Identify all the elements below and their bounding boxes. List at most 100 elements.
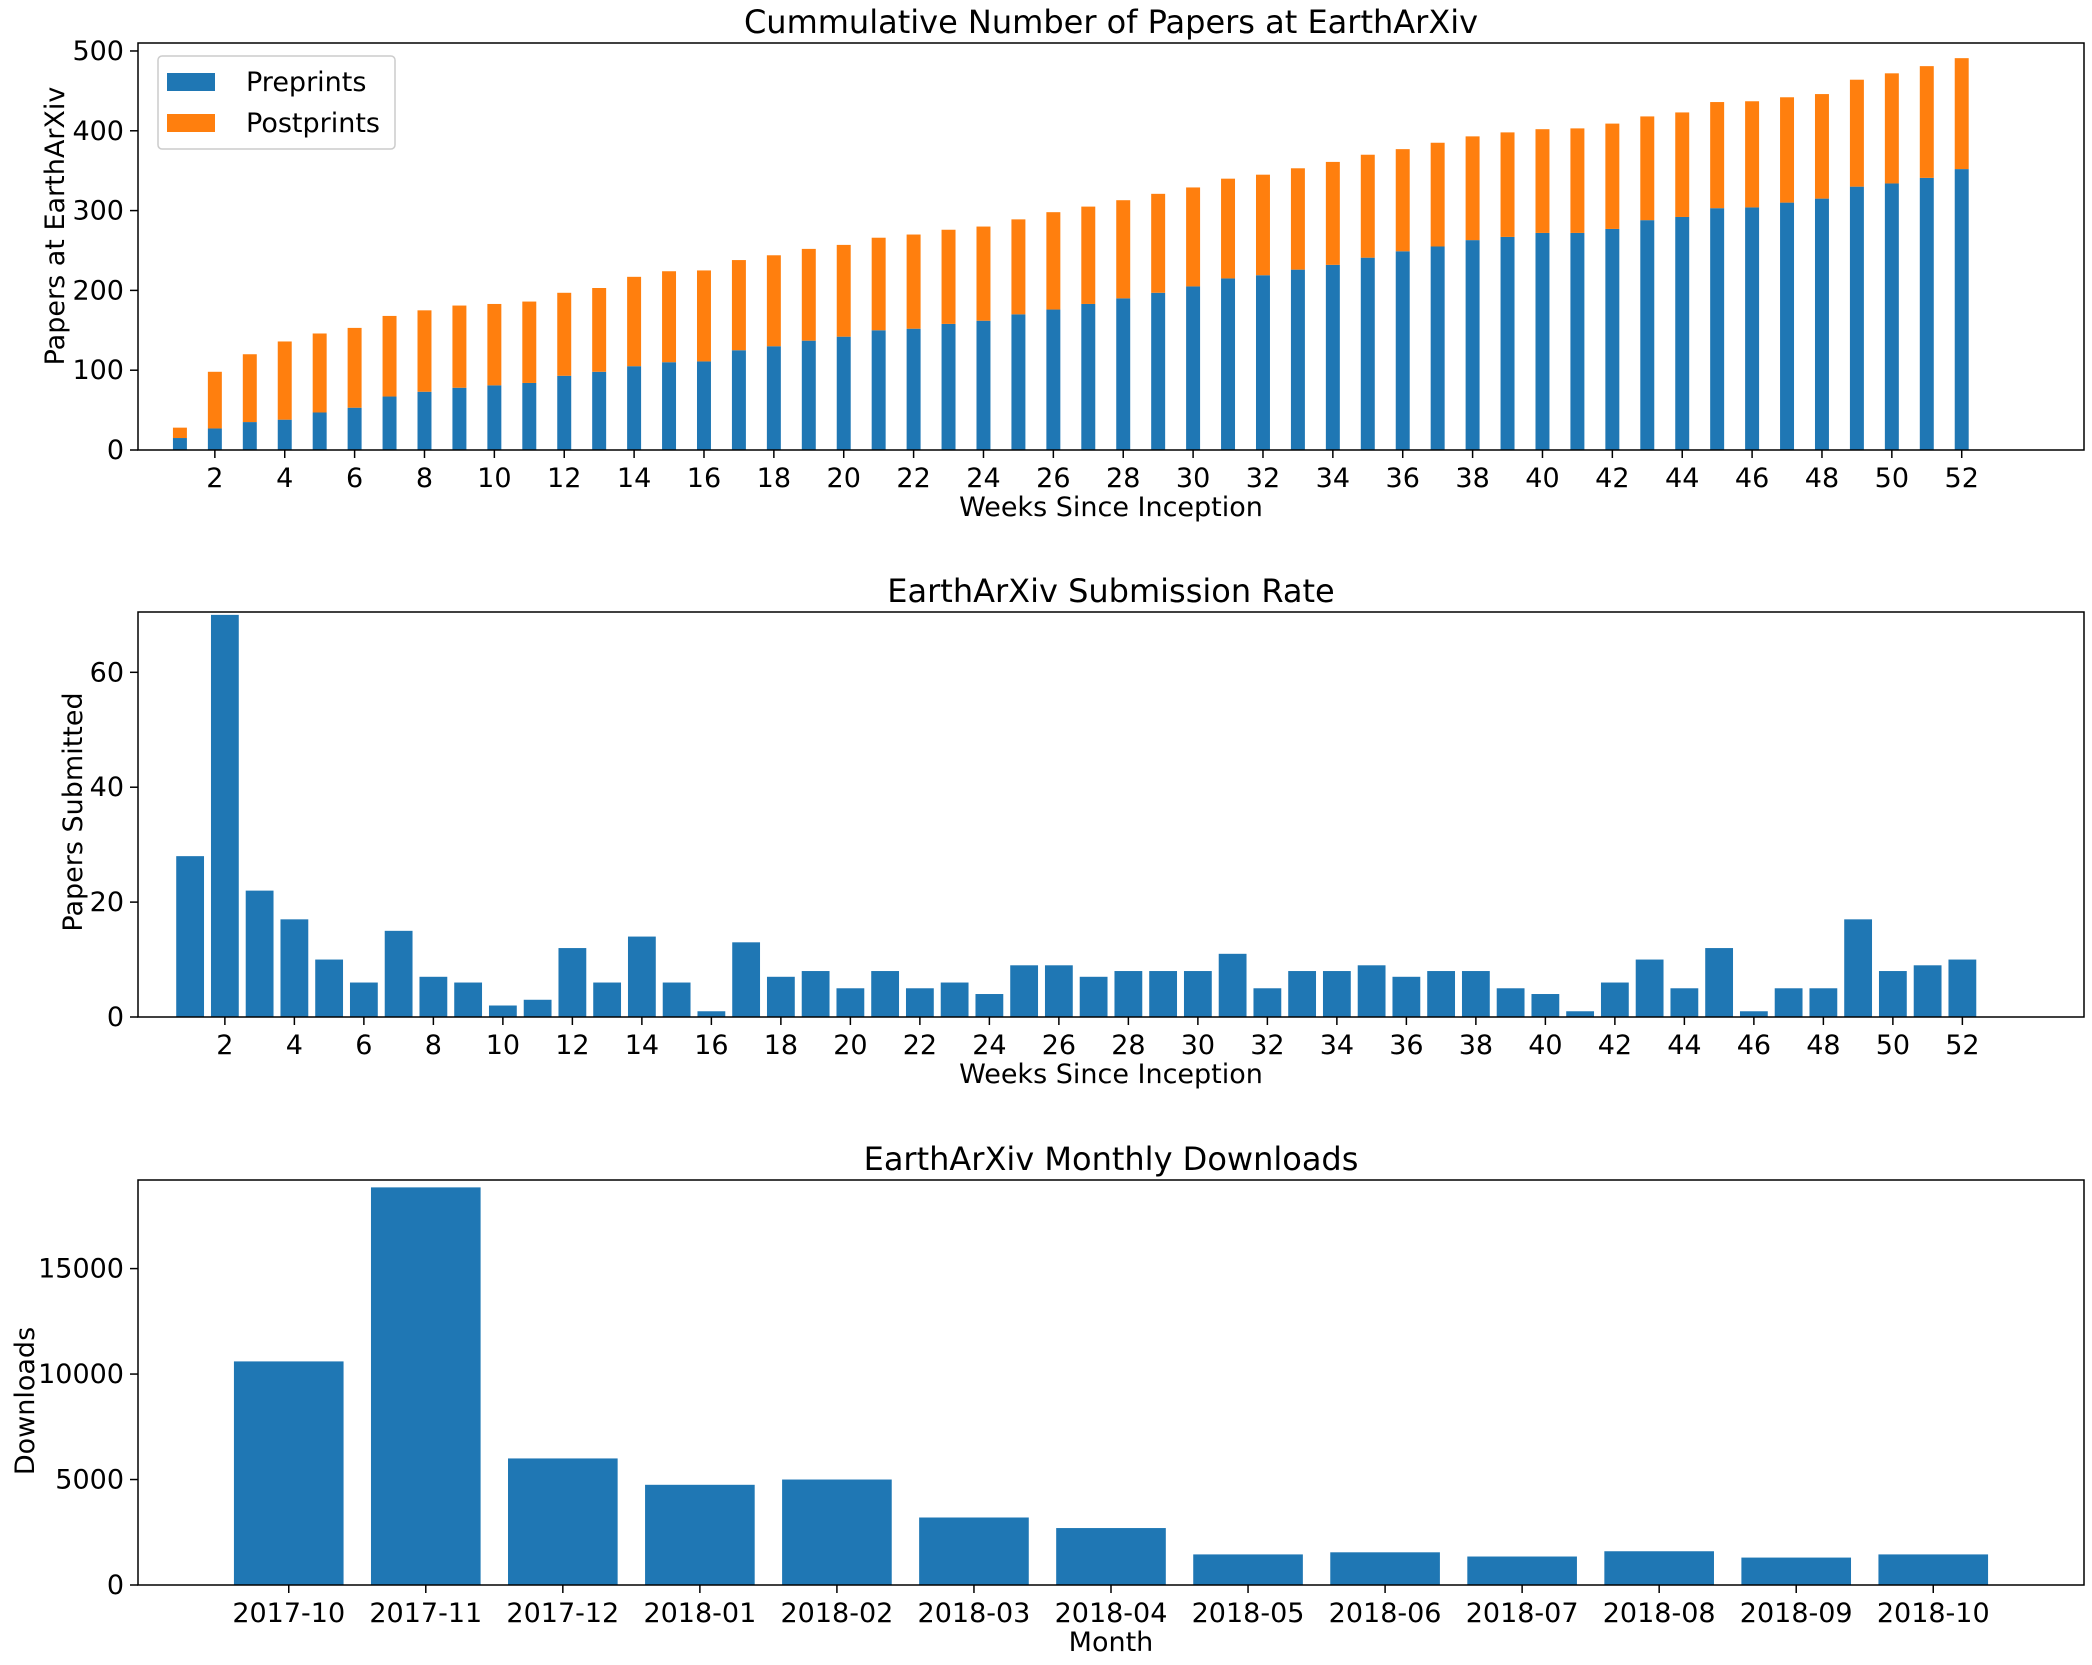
cumulative-bar-preprints-13 xyxy=(592,371,607,450)
downloads-xtick-label: 2018-01 xyxy=(643,1598,756,1629)
submission-xtick-label: 34 xyxy=(1320,1030,1354,1061)
submission-xtick-label: 44 xyxy=(1667,1030,1701,1061)
submission-bar-series0-25 xyxy=(1010,965,1039,1017)
submission-bar-series0-18 xyxy=(766,976,795,1017)
cumulative-bar-preprints-47 xyxy=(1780,202,1795,450)
submission-xtick-label: 48 xyxy=(1806,1030,1840,1061)
submission-bar-series0-34 xyxy=(1322,971,1351,1017)
cumulative-xtick-label: 2 xyxy=(206,463,223,494)
submission-bar-series0-52 xyxy=(1948,959,1977,1017)
cumulative-bar-preprints-40 xyxy=(1535,232,1550,450)
cumulative-bar-postprints-44 xyxy=(1675,112,1690,217)
cumulative-bar-postprints-24 xyxy=(976,226,991,321)
cumulative-xtick-label: 8 xyxy=(416,463,433,494)
legend-swatch-preprints xyxy=(167,73,215,91)
submission-bar-series0-29 xyxy=(1149,971,1178,1017)
submission-xtick-label: 42 xyxy=(1598,1030,1632,1061)
cumulative-bar-preprints-1 xyxy=(172,438,187,450)
cumulative-bar-preprints-51 xyxy=(1919,177,1934,450)
submission-xtick-label: 50 xyxy=(1876,1030,1910,1061)
cumulative-bar-preprints-48 xyxy=(1814,198,1829,450)
submission-bar-series0-10 xyxy=(488,1005,517,1017)
cumulative-bar-preprints-50 xyxy=(1884,183,1899,450)
cumulative-xtick-label: 40 xyxy=(1525,463,1559,494)
cumulative-bar-preprints-14 xyxy=(627,366,642,450)
cumulative-bar-postprints-47 xyxy=(1780,97,1795,203)
cumulative-chart-ylabel: Papers at EarthArXiv xyxy=(40,87,71,366)
cumulative-bar-postprints-30 xyxy=(1186,187,1201,287)
submission-bar-series0-23 xyxy=(940,982,969,1017)
submission-bar-series0-49 xyxy=(1844,919,1873,1017)
cumulative-bar-postprints-52 xyxy=(1954,58,1969,170)
downloads-chart-title: EarthArXiv Monthly Downloads xyxy=(864,1140,1359,1178)
submission-bar-series0-4 xyxy=(280,919,309,1017)
downloads-xtick-label: 2018-06 xyxy=(1329,1598,1442,1629)
cumulative-bar-preprints-27 xyxy=(1081,303,1096,450)
cumulative-bar-preprints-52 xyxy=(1954,169,1969,450)
cumulative-bar-preprints-33 xyxy=(1290,269,1305,450)
submission-bar-series0-27 xyxy=(1079,976,1108,1017)
submission-xtick-label: 10 xyxy=(486,1030,520,1061)
submission-bar-series0-37 xyxy=(1427,971,1456,1017)
submission-xtick-label: 16 xyxy=(694,1030,728,1061)
downloads-xtick-label: 2018-10 xyxy=(1877,1598,1990,1629)
cumulative-bar-postprints-43 xyxy=(1640,116,1655,221)
cumulative-bar-preprints-6 xyxy=(347,407,362,450)
cumulative-xtick-label: 34 xyxy=(1316,463,1350,494)
cumulative-bar-postprints-16 xyxy=(696,270,711,362)
downloads-bar-series0-2 xyxy=(370,1187,481,1585)
submission-bar-series0-12 xyxy=(558,948,587,1017)
cumulative-bar-postprints-19 xyxy=(801,248,816,341)
submission-bar-series0-21 xyxy=(871,971,900,1017)
cumulative-xtick-label: 44 xyxy=(1665,463,1699,494)
cumulative-xtick-label: 26 xyxy=(1036,463,1070,494)
cumulative-chart-xlabel: Weeks Since Inception xyxy=(959,492,1263,523)
submission-bar-series0-40 xyxy=(1531,994,1560,1017)
cumulative-xtick-label: 20 xyxy=(827,463,861,494)
cumulative-bar-preprints-39 xyxy=(1500,236,1515,450)
submission-bar-series0-30 xyxy=(1183,971,1212,1017)
submission-xtick-label: 38 xyxy=(1459,1030,1493,1061)
downloads-bar-series0-12 xyxy=(1741,1557,1852,1585)
submission-bar-series0-45 xyxy=(1705,948,1734,1017)
submission-bar-series0-46 xyxy=(1739,1011,1768,1017)
cumulative-bar-postprints-9 xyxy=(452,305,467,388)
submission-bar-series0-39 xyxy=(1496,988,1525,1017)
cumulative-bar-postprints-14 xyxy=(627,276,642,367)
cumulative-bar-postprints-8 xyxy=(417,310,432,392)
cumulative-bar-preprints-9 xyxy=(452,387,467,450)
downloads-ytick-label: 5000 xyxy=(55,1465,124,1496)
submission-bar-series0-1 xyxy=(176,856,205,1017)
submission-xtick-label: 14 xyxy=(625,1030,659,1061)
submission-xtick-label: 8 xyxy=(425,1030,442,1061)
cumulative-xtick-label: 32 xyxy=(1246,463,1280,494)
cumulative-ytick-label: 400 xyxy=(72,116,124,147)
downloads-chart-xlabel: Month xyxy=(1069,1627,1154,1658)
submission-chart-title: EarthArXiv Submission Rate xyxy=(887,572,1334,610)
submission-bar-series0-22 xyxy=(905,988,934,1017)
submission-ytick-label: 40 xyxy=(90,772,124,803)
cumulative-bar-postprints-34 xyxy=(1325,161,1340,265)
submission-bar-series0-50 xyxy=(1878,971,1907,1017)
submission-axes-frame xyxy=(137,611,2085,1018)
downloads-xtick-label: 2018-03 xyxy=(918,1598,1031,1629)
downloads-xtick-label: 2017-12 xyxy=(506,1598,619,1629)
cumulative-bar-postprints-41 xyxy=(1570,128,1585,233)
downloads-bar-series0-1 xyxy=(233,1361,344,1585)
submission-bar-series0-33 xyxy=(1288,971,1317,1017)
chart-legend: Preprints Postprints xyxy=(157,55,396,150)
downloads-chart-ylabel: Downloads xyxy=(10,1327,41,1475)
cumulative-bar-preprints-3 xyxy=(242,422,257,450)
submission-bar-series0-36 xyxy=(1392,976,1421,1017)
cumulative-bar-postprints-36 xyxy=(1395,149,1410,252)
cumulative-bar-preprints-34 xyxy=(1325,264,1340,450)
submission-bar-series0-43 xyxy=(1635,959,1664,1017)
downloads-xtick-label: 2018-02 xyxy=(781,1598,894,1629)
cumulative-bar-preprints-19 xyxy=(801,340,816,450)
cumulative-xtick-label: 46 xyxy=(1735,463,1769,494)
cumulative-xtick-label: 50 xyxy=(1875,463,1909,494)
cumulative-bar-preprints-31 xyxy=(1221,278,1236,450)
